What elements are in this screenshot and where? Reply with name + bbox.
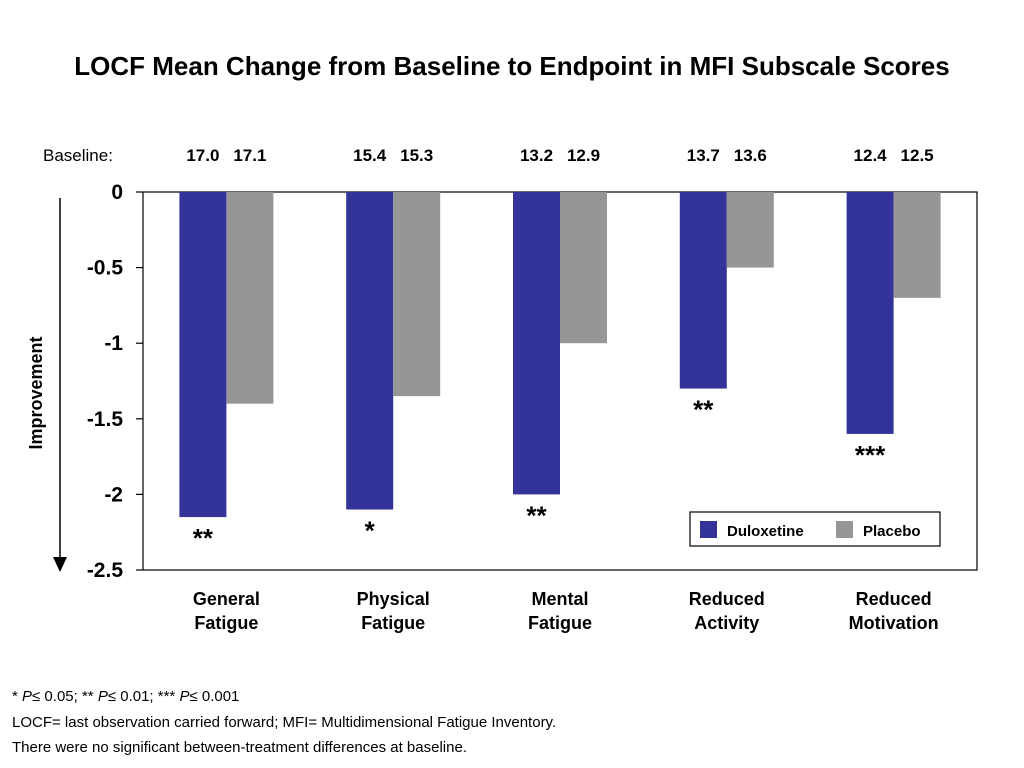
legend-box xyxy=(689,511,941,547)
significance-markers: ** ******** xyxy=(193,395,886,554)
baseline-values: 17.0 17.1 15.4 15.3 13.2 12.9 13.7 13.6 12.4 12.5 xyxy=(186,146,933,165)
bar-placebo-4 xyxy=(893,192,941,298)
legend-swatch-placebo xyxy=(836,521,853,538)
chart-title: LOCF Mean Change from Baseline to Endpoi… xyxy=(74,51,949,81)
p-symbol: P xyxy=(179,688,190,705)
legend-label-placebo: Placebo xyxy=(863,523,921,540)
y-tick-label: -2 xyxy=(104,483,123,506)
baseline-value-placebo: 13.6 xyxy=(734,146,767,165)
chart: LOCF Mean Change from Baseline to Endpoi… xyxy=(26,51,978,633)
significance-marker: * xyxy=(365,516,376,546)
x-category-label: Activity xyxy=(694,613,759,633)
x-category-label: General xyxy=(193,589,260,609)
x-category-label: Mental xyxy=(531,589,588,609)
baseline-value-placebo: 15.3 xyxy=(400,146,433,165)
footnote-significance: * P≤ 0.05; ** P≤ 0.01; *** P≤ 0.001 xyxy=(12,688,240,705)
x-axis-categories: General Fatigue Physical Fatigue Mental Fatig… xyxy=(193,589,939,633)
x-category-label: Physical xyxy=(357,589,430,609)
bar-duloxetine-4 xyxy=(846,192,894,434)
improvement-arrow xyxy=(53,198,67,572)
baseline-value-placebo: 12.5 xyxy=(901,146,934,165)
bar-placebo-1 xyxy=(393,192,441,397)
y-tick-label: -2.5 xyxy=(87,559,124,582)
bar-duloxetine-0 xyxy=(179,192,227,518)
y-axis-ticks: 0 -0.5 -1 -1.5 -2 -2.5 xyxy=(87,181,143,582)
y-tick-label: -0.5 xyxy=(87,257,124,280)
baseline-value-duloxetine: 12.4 xyxy=(854,146,888,165)
bar-placebo-3 xyxy=(726,192,774,268)
x-category-label: Reduced xyxy=(689,589,765,609)
significance-marker: *** xyxy=(855,440,886,470)
baseline-value-duloxetine: 13.2 xyxy=(520,146,553,165)
baseline-value-duloxetine: 13.7 xyxy=(687,146,720,165)
baseline-label: Baseline: xyxy=(43,146,113,165)
x-category-label: Fatigue xyxy=(528,613,592,633)
significance-marker: ** xyxy=(526,500,547,530)
x-category-label: Fatigue xyxy=(194,613,258,633)
baseline-value-duloxetine: 17.0 xyxy=(186,146,219,165)
p-symbol: P xyxy=(22,688,33,705)
bar-duloxetine-1 xyxy=(346,192,394,510)
improvement-arrow-head xyxy=(53,557,67,572)
bars xyxy=(179,192,941,518)
y-tick-label: -1 xyxy=(104,332,123,355)
bar-duloxetine-2 xyxy=(513,192,560,495)
baseline-value-placebo: 17.1 xyxy=(233,146,266,165)
bar-duloxetine-3 xyxy=(679,192,727,389)
p-symbol: P xyxy=(97,688,108,705)
x-category-label: Reduced xyxy=(856,589,932,609)
significance-marker: ** xyxy=(193,523,214,553)
legend: Duloxetine Placebo xyxy=(689,511,941,547)
legend-swatch-duloxetine xyxy=(700,521,717,538)
footnote-abbreviations: LOCF= last observation carried forward; … xyxy=(12,714,557,731)
legend-label-duloxetine: Duloxetine xyxy=(727,523,804,540)
baseline-value-duloxetine: 15.4 xyxy=(353,146,387,165)
x-category-label: Motivation xyxy=(849,613,939,633)
bar-placebo-0 xyxy=(226,192,274,404)
y-axis-label: Improvement xyxy=(26,336,46,449)
bar-placebo-2 xyxy=(560,192,607,344)
significance-marker: ** xyxy=(693,395,714,425)
x-category-label: Fatigue xyxy=(361,613,425,633)
y-tick-label: -1.5 xyxy=(87,408,124,431)
baseline-value-placebo: 12.9 xyxy=(567,146,600,165)
footnote-baseline-note: There were no significant between-treatm… xyxy=(12,739,467,756)
y-tick-label: 0 xyxy=(111,181,123,204)
